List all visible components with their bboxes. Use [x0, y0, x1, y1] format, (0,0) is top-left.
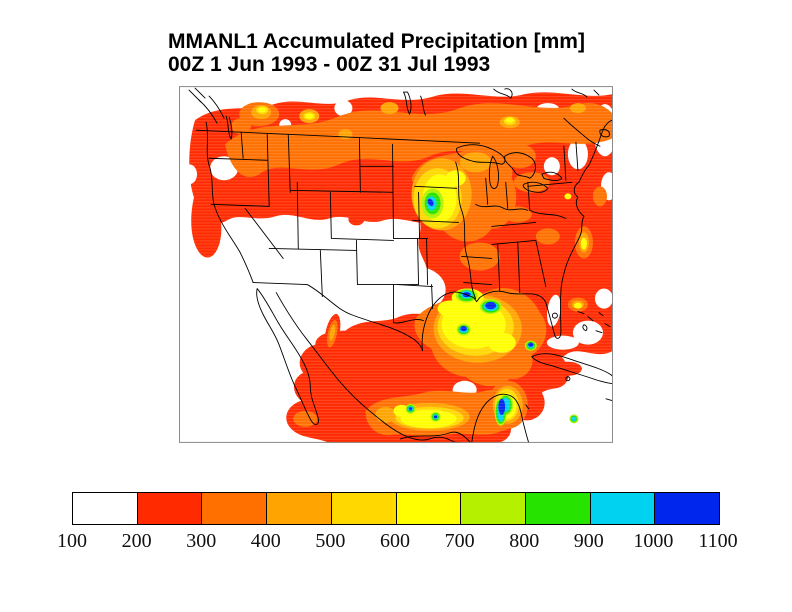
colorbar-cell: [460, 493, 525, 524]
state-boundaries: [208, 131, 579, 324]
colorbar-tick-label: 900: [573, 530, 604, 552]
colorbar-cell: [73, 493, 137, 524]
coastlines-and-borders: [188, 87, 613, 443]
colorbar-cell: [266, 493, 331, 524]
colorbar-cell: [589, 493, 655, 524]
precipitation-map: [179, 86, 613, 443]
figure-subtitle: 00Z 1 Jun 1993 - 00Z 31 Jul 1993: [168, 53, 491, 76]
colorbar-cell: [395, 493, 461, 524]
figure-title: MMANL1 Accumulated Precipitation [mm]: [168, 30, 585, 53]
colorbar: [72, 492, 720, 525]
colorbar-tick-label: 200: [121, 530, 152, 552]
map-frame: [179, 86, 613, 443]
colorbar-tick-label: 1100: [698, 530, 738, 552]
colorbar-cell: [654, 493, 720, 524]
colorbar-tick-label: 400: [250, 530, 281, 552]
colorbar-cell: [330, 493, 396, 524]
colorbar-tick-label: 300: [186, 530, 217, 552]
colorbar-tick-label: 100: [57, 530, 87, 552]
colorbar-tick-label: 500: [315, 530, 346, 552]
colorbar-tick-labels: 100 200 300 400 500 600 700 800 900 1000 1100: [57, 530, 738, 556]
colorbar-tick-label: 1000: [633, 530, 674, 552]
colorbar-cell: [201, 493, 267, 524]
map-panel: [179, 86, 613, 443]
colorbar-cell: [136, 493, 202, 524]
colorbar-tick-label: 800: [509, 530, 540, 552]
colorbar-tick-label: 700: [444, 530, 475, 552]
colorbar-cell: [524, 493, 590, 524]
colorbar-tick-label: 600: [380, 530, 410, 552]
figure-titles: MMANL1 Accumulated Precipitation [mm] 00…: [168, 30, 585, 76]
